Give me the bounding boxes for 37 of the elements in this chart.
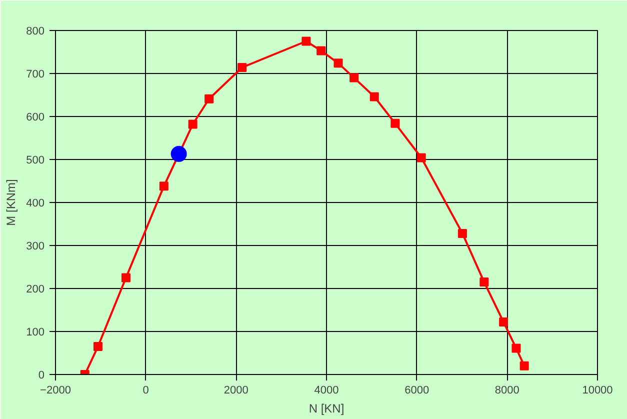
point	[350, 73, 359, 82]
point	[370, 92, 379, 102]
x-tick-label: 10000	[582, 384, 613, 396]
y-tick-label: 0	[38, 370, 45, 382]
point	[416, 153, 426, 162]
point	[204, 94, 214, 104]
y-tick-label: 600	[26, 112, 45, 124]
y-tick-label: 500	[26, 154, 45, 166]
y-tick-label: 800	[26, 26, 45, 38]
point	[316, 46, 326, 56]
point	[499, 318, 508, 327]
point	[480, 278, 489, 287]
point	[170, 146, 187, 162]
x-tick-label: 0	[142, 384, 149, 396]
y-tick-label: 300	[26, 240, 45, 252]
x-tick-label: 4000	[314, 384, 339, 396]
y-axis-title: M [KNm]	[4, 179, 18, 226]
y-tick-label: 700	[26, 68, 45, 80]
point	[93, 342, 102, 352]
x-axis-title: N [KN]	[308, 402, 344, 416]
point	[512, 344, 521, 353]
point	[520, 361, 529, 370]
y-tick-label: 100	[26, 326, 45, 338]
point	[390, 118, 400, 128]
point	[458, 228, 467, 238]
x-tick-label: 6000	[404, 384, 430, 396]
x-tick-label: 2000	[224, 384, 248, 396]
y-tick-label: 200	[26, 284, 45, 296]
point	[188, 120, 198, 129]
x-tick-label: 8000	[494, 384, 520, 396]
point	[334, 58, 343, 68]
y-tick-label: 400	[26, 198, 45, 210]
point	[238, 62, 247, 72]
point	[121, 273, 130, 282]
point	[302, 36, 311, 46]
x-tick-label: −2000	[40, 384, 71, 396]
point	[159, 182, 168, 191]
